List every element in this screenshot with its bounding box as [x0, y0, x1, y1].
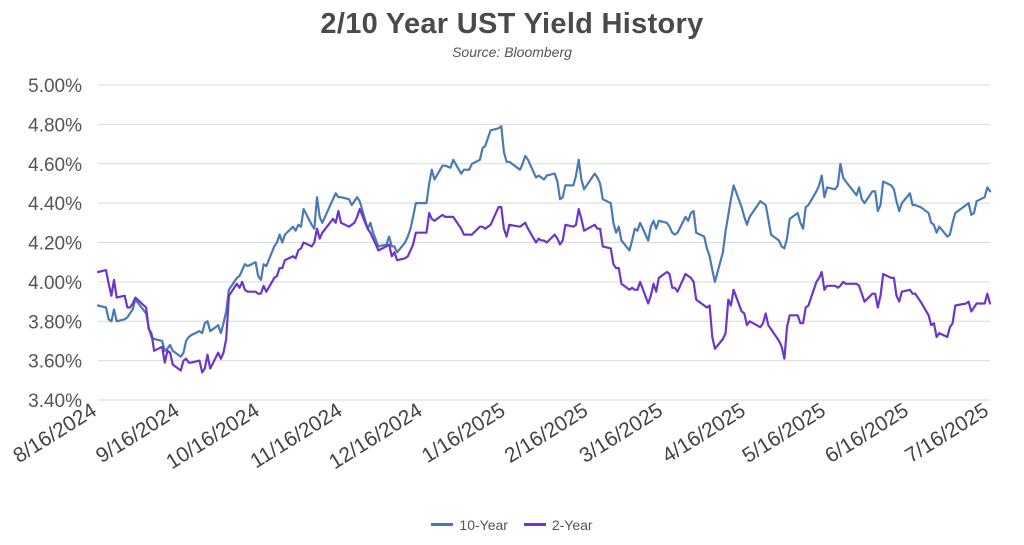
x-tick-label: 5/16/2025	[738, 399, 829, 468]
series-line-10-year	[96, 125, 992, 358]
x-tick-label: 2/16/2025	[501, 399, 592, 468]
legend: 10-Year 2-Year	[0, 513, 1024, 533]
gridlines	[98, 84, 990, 401]
legend-item-2-year: 2-Year	[523, 516, 593, 533]
legend-label-2-year: 2-Year	[551, 516, 593, 533]
y-tick-label: 4.60%	[28, 155, 82, 176]
y-tick-label: 4.00%	[28, 273, 82, 294]
legend-label-10-year: 10-Year	[459, 516, 508, 533]
y-tick-label: 3.40%	[28, 391, 82, 412]
chart-subtitle: Source: Bloomberg	[452, 44, 572, 60]
y-tick-label: 3.80%	[28, 312, 82, 333]
y-tick-label: 4.80%	[28, 115, 82, 136]
y-tick-label: 3.60%	[28, 352, 82, 373]
y-tick-label: 5.00%	[28, 76, 82, 97]
series-line-2-year	[96, 206, 992, 374]
chart-title: 2/10 Year UST Yield History	[320, 8, 704, 40]
series-lines	[96, 125, 992, 374]
x-tick-label: 1/16/2025	[418, 399, 509, 468]
x-axis-ticks: 8/16/20249/16/202410/16/202411/16/202412…	[9, 399, 992, 474]
y-tick-label: 4.20%	[28, 234, 82, 255]
x-tick-label: 4/16/2025	[658, 399, 749, 468]
legend-swatch-2-year	[523, 523, 546, 526]
y-axis-ticks: 3.40% 3.60% 3.80% 4.00% 4.20% 4.40% 4.60% 4.80%…	[28, 76, 82, 412]
x-tick-label: 3/16/2025	[575, 399, 666, 468]
x-tick-label: 6/16/2025	[821, 399, 912, 468]
legend-swatch-10-year	[431, 523, 454, 526]
x-tick-label: 7/16/2025	[901, 399, 992, 468]
y-tick-label: 4.40%	[28, 194, 82, 215]
legend-item-10-year: 10-Year	[431, 517, 508, 533]
